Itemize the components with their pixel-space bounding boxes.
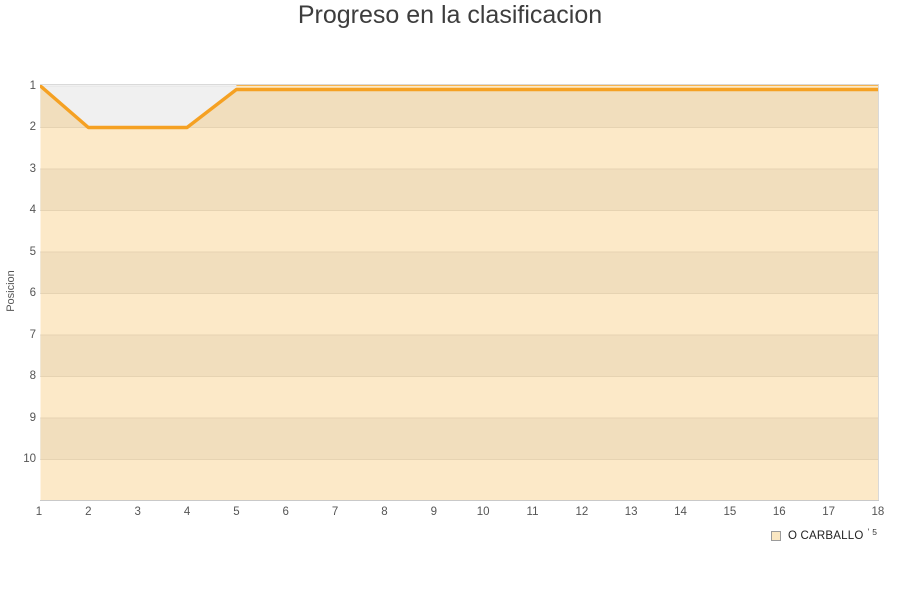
x-tick-label: 13 bbox=[624, 506, 638, 518]
y-tick-label: 1 bbox=[29, 79, 36, 92]
x-tick-label: 14 bbox=[674, 506, 687, 518]
y-tick-label: 5 bbox=[29, 245, 36, 258]
x-tick-label: 18 bbox=[871, 506, 885, 518]
y-tick-label: 3 bbox=[29, 162, 36, 175]
legend-annotation: 5 bbox=[872, 527, 877, 537]
plot-band-gray bbox=[40, 418, 879, 460]
legend-label: O CARBALLO bbox=[788, 530, 864, 542]
x-tick-label: 15 bbox=[723, 506, 737, 518]
x-tick-label: 1 bbox=[35, 506, 43, 518]
plot-band-gray bbox=[40, 169, 879, 211]
chart-title: Progreso en la clasificacion bbox=[297, 1, 603, 29]
y-tick-label: 7 bbox=[29, 328, 36, 341]
series-line-gap bbox=[236, 85, 879, 89]
legend-item[interactable]: O CARBALLO ' 5 bbox=[771, 527, 877, 544]
x-tick-label: 4 bbox=[183, 506, 191, 518]
x-tick-label: 3 bbox=[134, 506, 141, 518]
series-area bbox=[40, 86, 879, 501]
x-tick-label: 9 bbox=[430, 506, 437, 518]
y-tick-label: 8 bbox=[29, 370, 36, 382]
series-line bbox=[40, 84, 879, 130]
x-tick-label: 7 bbox=[331, 506, 339, 518]
y-tick-label: 9 bbox=[29, 411, 36, 424]
legend-annotation-mark: ' bbox=[867, 527, 870, 537]
plot-band-gray bbox=[40, 86, 879, 128]
x-tick-label: 10 bbox=[476, 506, 490, 518]
x-tick-label: 2 bbox=[85, 506, 92, 518]
x-tick-label: 6 bbox=[282, 506, 289, 518]
legend-marker-icon bbox=[771, 531, 781, 541]
x-tick-label: 12 bbox=[575, 506, 589, 518]
x-tick-label: 17 bbox=[822, 506, 835, 518]
x-tick-label: 16 bbox=[772, 506, 786, 518]
plot-area bbox=[40, 84, 879, 501]
x-tick-label: 5 bbox=[233, 506, 240, 518]
plot-band-gray bbox=[40, 335, 879, 377]
y-tick-label: 10 bbox=[23, 453, 36, 465]
y-tick-label: 6 bbox=[29, 287, 36, 299]
y-tick-label: 2 bbox=[29, 121, 36, 133]
x-tick-label: 8 bbox=[381, 506, 388, 518]
y-tick-label: 4 bbox=[29, 204, 36, 216]
x-tick-label: 11 bbox=[526, 506, 539, 518]
plot-band-gray bbox=[40, 252, 879, 294]
